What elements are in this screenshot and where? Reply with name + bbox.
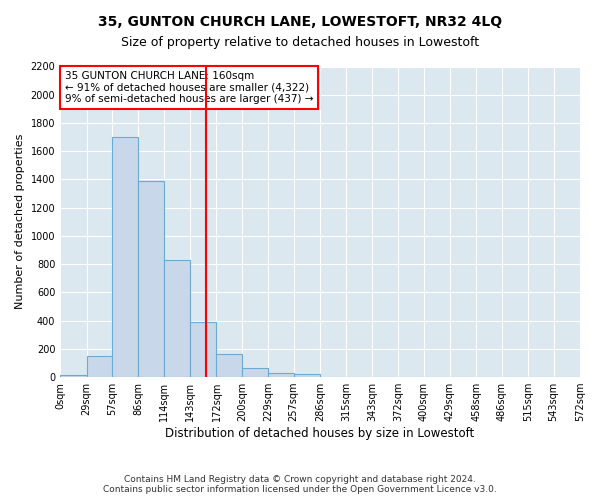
Bar: [139, 181, 164, 377]
Bar: [294, 374, 320, 377]
Y-axis label: Number of detached properties: Number of detached properties: [15, 134, 25, 310]
Bar: [190, 322, 217, 377]
Text: Size of property relative to detached houses in Lowestoft: Size of property relative to detached ho…: [121, 36, 479, 49]
X-axis label: Distribution of detached houses by size in Lowestoft: Distribution of detached houses by size …: [166, 427, 475, 440]
Bar: [86, 356, 112, 377]
Bar: [60, 375, 86, 377]
Bar: [242, 368, 268, 377]
Bar: [112, 137, 139, 377]
Bar: [217, 354, 242, 377]
Text: 35, GUNTON CHURCH LANE, LOWESTOFT, NR32 4LQ: 35, GUNTON CHURCH LANE, LOWESTOFT, NR32 …: [98, 15, 502, 29]
Text: 35 GUNTON CHURCH LANE: 160sqm
← 91% of detached houses are smaller (4,322)
9% of: 35 GUNTON CHURCH LANE: 160sqm ← 91% of d…: [65, 70, 313, 104]
Bar: [268, 373, 294, 377]
Text: Contains HM Land Registry data © Crown copyright and database right 2024.
Contai: Contains HM Land Registry data © Crown c…: [103, 474, 497, 494]
Bar: [164, 260, 190, 377]
